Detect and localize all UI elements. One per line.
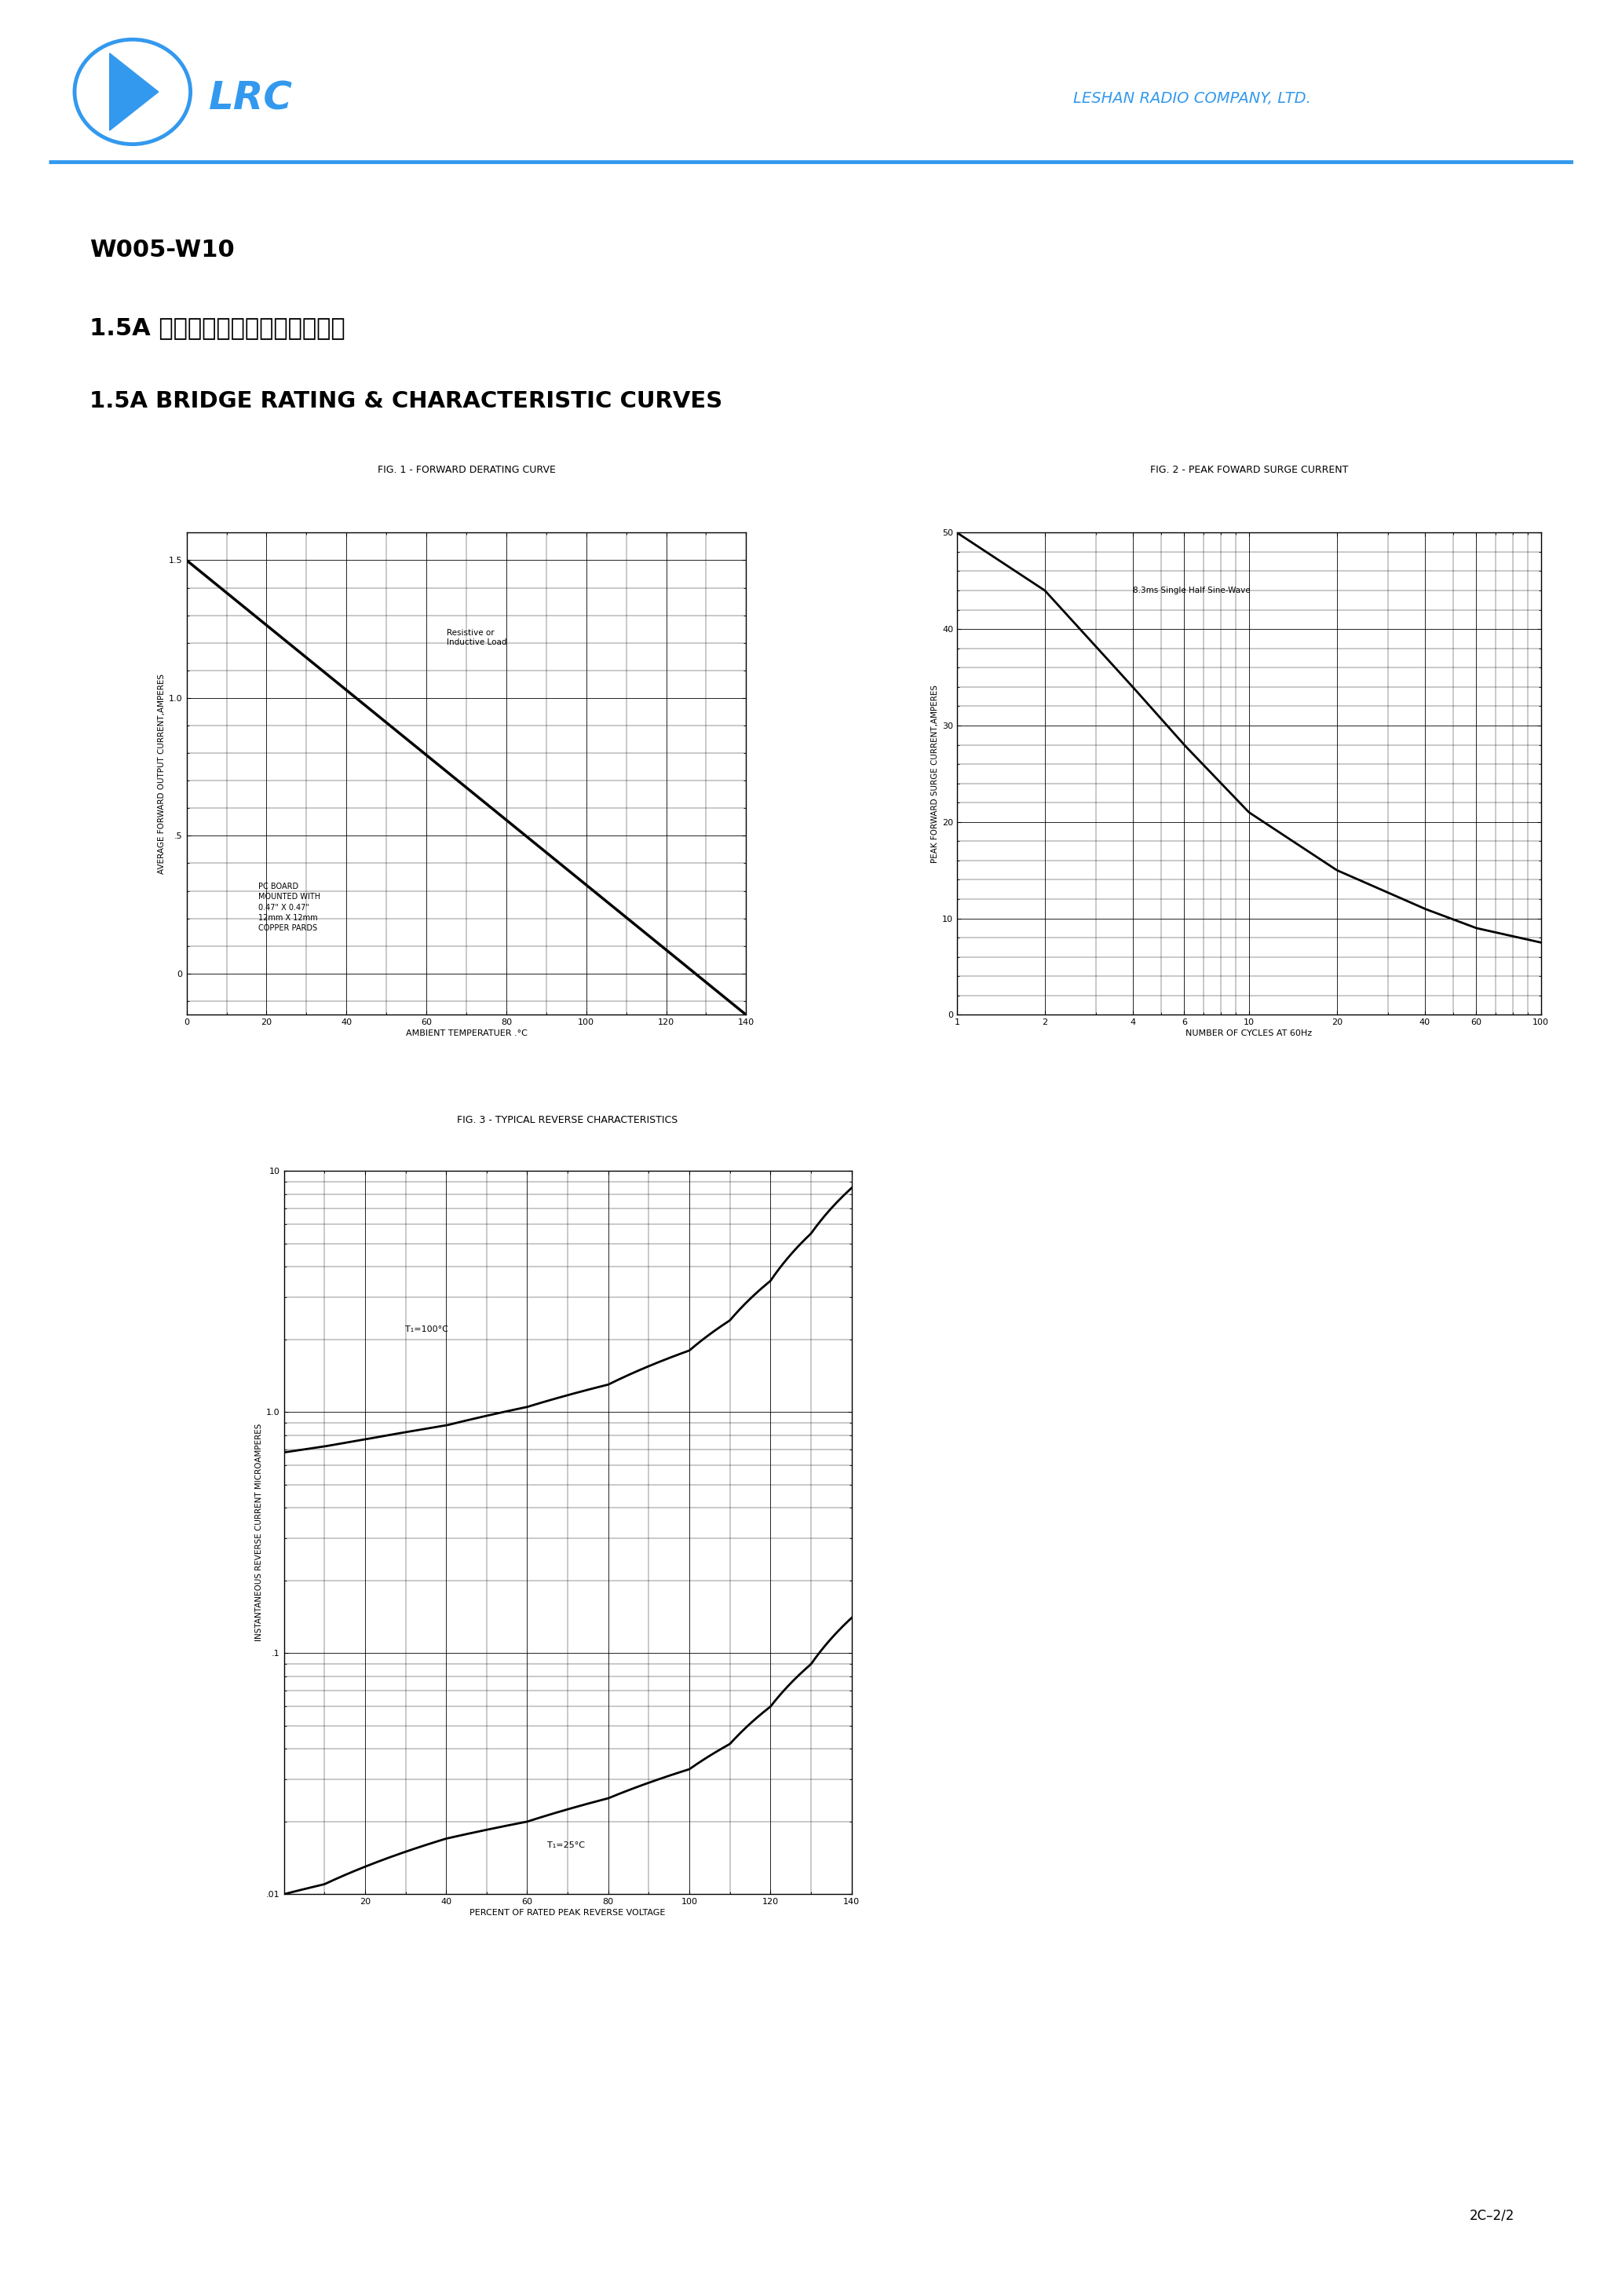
Text: W005-W10: W005-W10	[89, 239, 234, 262]
Text: FIG. 1 - FORWARD DERATING CURVE: FIG. 1 - FORWARD DERATING CURVE	[378, 466, 555, 475]
Text: LESHAN RADIO COMPANY, LTD.: LESHAN RADIO COMPANY, LTD.	[1074, 92, 1311, 106]
Text: Resistive or
Inductive Load: Resistive or Inductive Load	[446, 629, 506, 645]
Y-axis label: AVERAGE FORWARD OUTPUT CURRENT,AMPERES: AVERAGE FORWARD OUTPUT CURRENT,AMPERES	[157, 673, 165, 875]
Text: 2C–2/2: 2C–2/2	[1470, 2209, 1515, 2223]
Text: 1.5A 桥式整流器额定值与特性曲线: 1.5A 桥式整流器额定值与特性曲线	[89, 317, 345, 340]
Text: LRC: LRC	[209, 80, 294, 117]
Text: FIG. 3 - TYPICAL REVERSE CHARACTERISTICS: FIG. 3 - TYPICAL REVERSE CHARACTERISTICS	[457, 1116, 678, 1125]
Text: T₁=100°C: T₁=100°C	[406, 1325, 449, 1334]
Text: T₁=25°C: T₁=25°C	[547, 1841, 586, 1848]
Y-axis label: INSTANTANEOUS REVERSE CURRENT MICROAMPERES: INSTANTANEOUS REVERSE CURRENT MICROAMPER…	[255, 1424, 263, 1642]
Text: FIG. 2 - PEAK FOWARD SURGE CURRENT: FIG. 2 - PEAK FOWARD SURGE CURRENT	[1150, 466, 1348, 475]
Text: 1.5A BRIDGE RATING & CHARACTERISTIC CURVES: 1.5A BRIDGE RATING & CHARACTERISTIC CURV…	[89, 390, 722, 413]
X-axis label: AMBIENT TEMPERATUER .°C: AMBIENT TEMPERATUER .°C	[406, 1031, 527, 1038]
Y-axis label: PEAK FORWARD SURGE CURRENT,AMPERES: PEAK FORWARD SURGE CURRENT,AMPERES	[931, 684, 939, 863]
X-axis label: NUMBER OF CYCLES AT 60Hz: NUMBER OF CYCLES AT 60Hz	[1186, 1031, 1312, 1038]
X-axis label: PERCENT OF RATED PEAK REVERSE VOLTAGE: PERCENT OF RATED PEAK REVERSE VOLTAGE	[470, 1910, 665, 1917]
Text: 8.3ms Single Half Sine-Wave: 8.3ms Single Half Sine-Wave	[1132, 585, 1251, 595]
Text: PC BOARD
MOUNTED WITH
0.47" X 0.47"
12mm X 12mm
COPPER PARDS: PC BOARD MOUNTED WITH 0.47" X 0.47" 12mm…	[258, 882, 321, 932]
Polygon shape	[110, 53, 159, 131]
